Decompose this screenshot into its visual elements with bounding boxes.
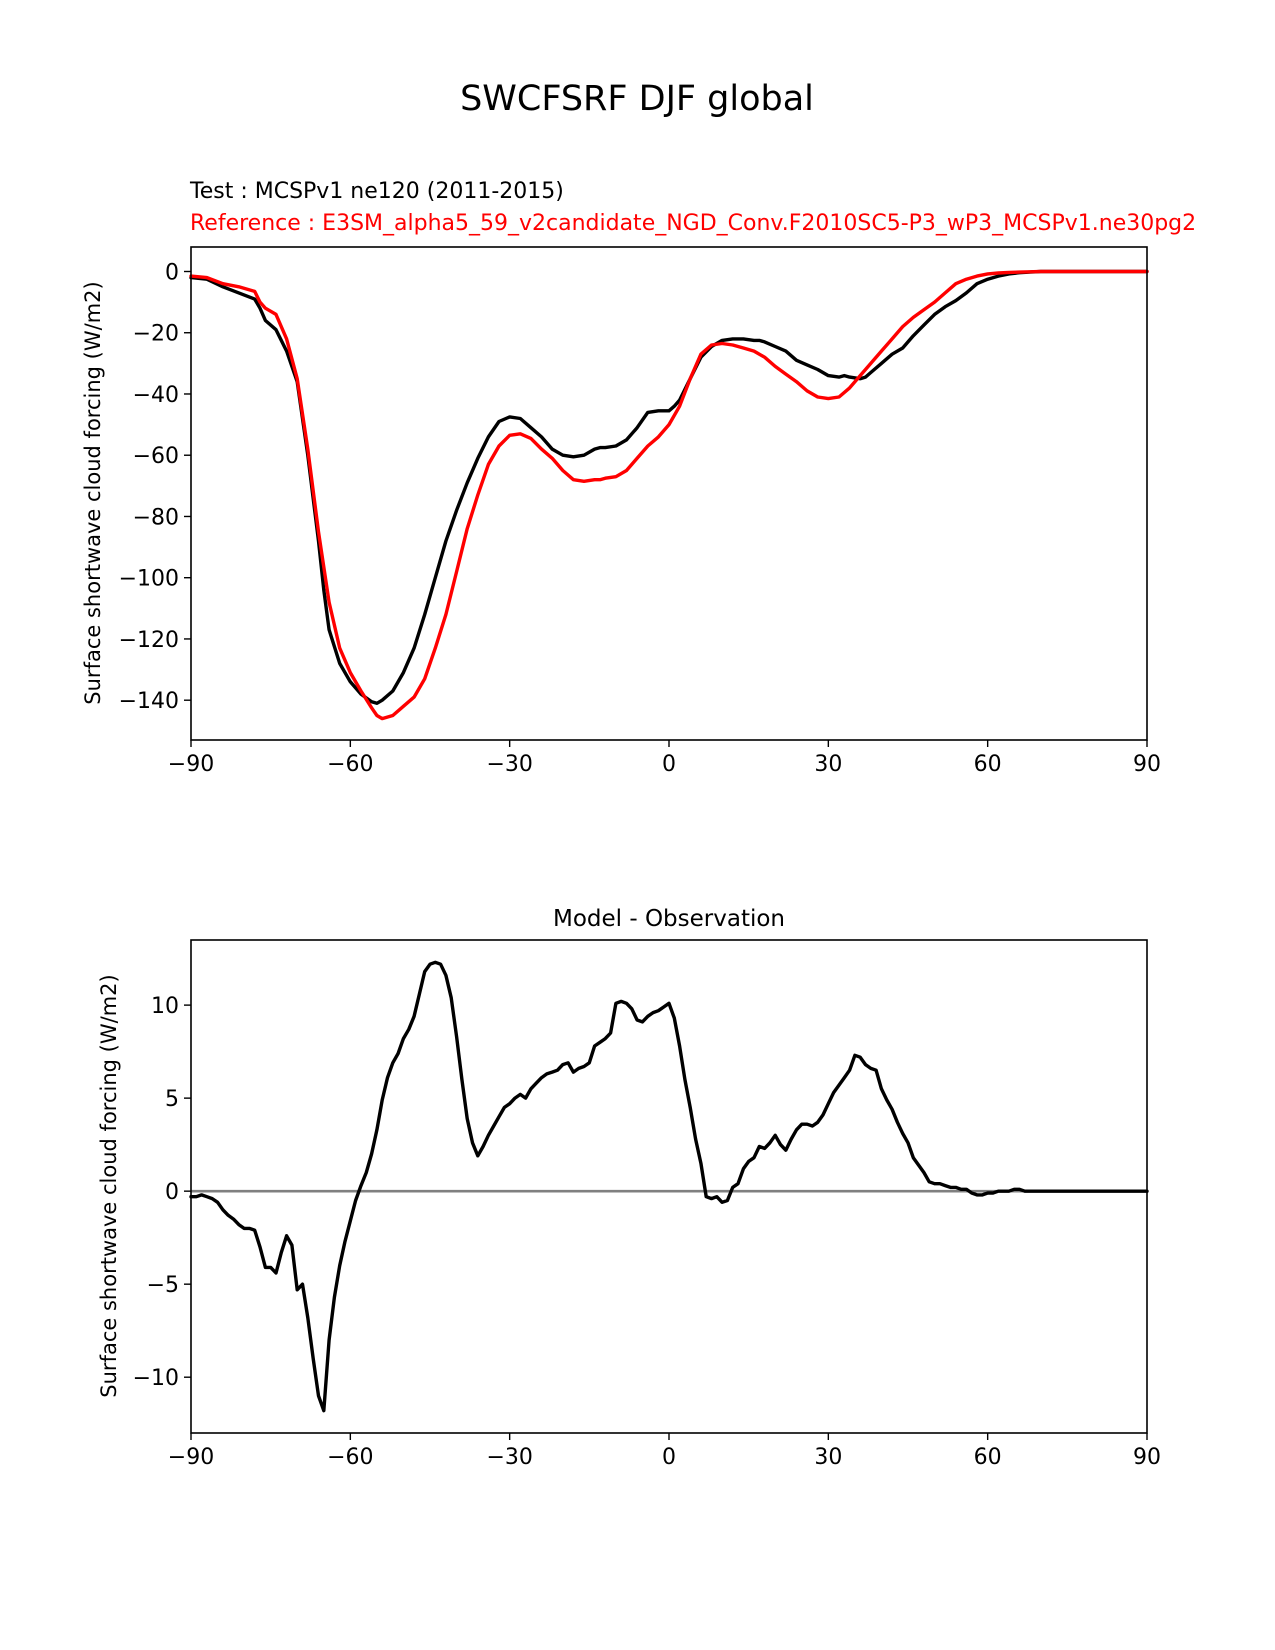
top-series-lines [189, 269, 1149, 721]
x-tick-label: −60 [327, 1445, 373, 1470]
y-tick-label: −60 [133, 444, 179, 469]
y-tick-label: −20 [133, 322, 179, 347]
x-tick-label: −30 [486, 1445, 532, 1470]
x-tick-label: 0 [662, 1445, 676, 1470]
difference-series-line [189, 960, 1149, 1413]
y-tick-label: 0 [165, 260, 179, 285]
y-tick-label: −100 [119, 567, 179, 592]
x-tick-label: 60 [974, 1445, 1002, 1470]
y-tick-label: 10 [151, 994, 179, 1019]
y-tick-label: −80 [133, 505, 179, 530]
test-series-line [189, 269, 1149, 705]
panel-bottom: Model - Observation −90 −60 −30 0 30 60 90−10−… [97, 906, 1161, 1470]
top-y-axis-label: Surface shortwave cloud forcing (W/m2) [81, 281, 105, 704]
x-tick-label: −30 [486, 752, 532, 777]
test-label: Test : MCSPv1 ne120 (2011-2015) [189, 179, 564, 204]
y-tick-label: −10 [133, 1366, 179, 1391]
x-tick-label: −90 [168, 1445, 214, 1470]
y-tick-label: −5 [147, 1273, 179, 1298]
y-tick-label: −140 [119, 689, 179, 714]
x-tick-label: 30 [814, 752, 842, 777]
x-tick-label: −90 [168, 752, 214, 777]
y-tick-label: −40 [133, 383, 179, 408]
reference-label: Reference : E3SM_alpha5_59_v2candidate_N… [190, 211, 1196, 236]
bottom-y-axis-label: Surface shortwave cloud forcing (W/m2) [97, 974, 121, 1397]
top-plot-frame [190, 246, 1148, 741]
x-tick-label: 90 [1133, 1445, 1161, 1470]
y-tick-label: −120 [119, 628, 179, 653]
x-tick-label: 0 [662, 752, 676, 777]
top-axis-ticks: −90 −60 −30 0 30 60 90 −140 −120 −100 −80 −60 −40 −20… [119, 260, 1161, 777]
x-tick-label: 30 [814, 1445, 842, 1470]
bottom-series-lines [189, 960, 1149, 1413]
x-tick-label: 60 [974, 752, 1002, 777]
figure-title: SWCFSRF DJF global [460, 79, 814, 119]
x-tick-label: 90 [1133, 752, 1161, 777]
bottom-axis-ticks: −90 −60 −30 0 30 60 90 −10 −5 0 5 10 [133, 994, 1161, 1470]
y-tick-label: 5 [165, 1087, 179, 1112]
panel-top: Test : MCSPv1 ne120 (2011-2015) Referenc… [81, 179, 1196, 777]
reference-series-line [189, 269, 1149, 721]
x-tick-label: −60 [327, 752, 373, 777]
bottom-panel-title: Model - Observation [553, 906, 785, 932]
bottom-plot-frame [190, 939, 1148, 1434]
y-tick-label: 0 [165, 1180, 179, 1205]
